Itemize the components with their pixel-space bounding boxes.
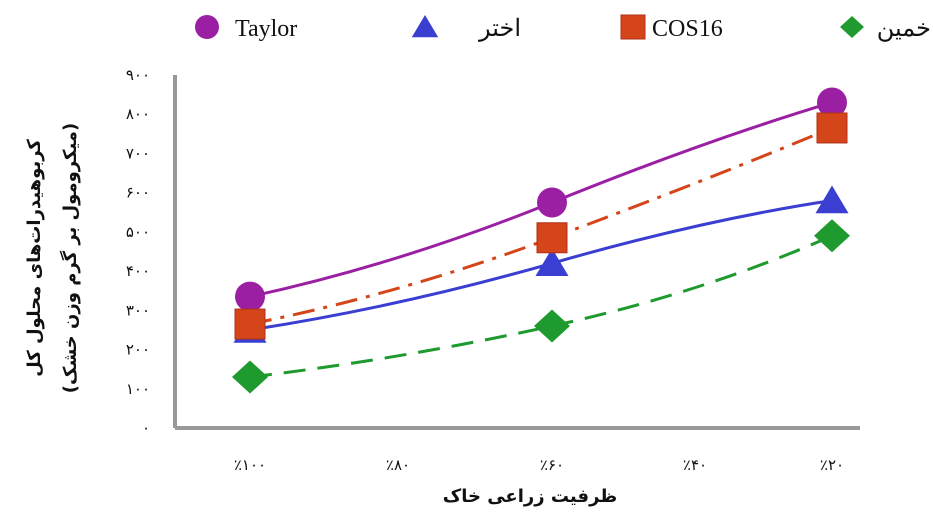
series-line	[249, 199, 833, 332]
legend-marker	[411, 15, 439, 38]
axes: ۰ ۱۰۰ ۲۰۰ ۳۰۰ ۴۰۰ ۵۰۰ ۶۰۰ ۷۰۰ ۸۰۰ ۹۰۰ ٪۱۰۰ ٪۸۰ ٪۶۰ ٪۴…	[126, 66, 860, 474]
x-tick-label: ٪۸۰	[386, 456, 410, 474]
series-group	[232, 87, 850, 394]
data-point	[234, 308, 266, 340]
x-tick-label: ٪۲۰	[820, 456, 844, 474]
legend-marker	[195, 15, 219, 39]
legend-label: Taylor	[235, 16, 297, 42]
data-point	[535, 248, 569, 277]
x-tick-label: ٪۱۰۰	[234, 456, 266, 474]
y-tick-label: ۳۰۰	[126, 301, 150, 319]
y-tick-label: ۵۰۰	[126, 223, 150, 241]
y-tick-label: ۸۰۰	[126, 105, 150, 123]
series-COS16	[234, 112, 848, 340]
data-point	[816, 112, 848, 144]
data-point	[534, 309, 570, 343]
y-tick-label: ۲۰۰	[126, 341, 150, 359]
series-line	[249, 234, 833, 379]
x-axis-label: ظرفیت زراعی خاک	[443, 486, 617, 507]
legend-marker	[840, 16, 864, 38]
x-tick-label: ٪۶۰	[540, 456, 564, 474]
y-tick-label: ۰	[142, 419, 150, 437]
y-tick-label: ۱۰۰	[126, 380, 150, 398]
legend-label: اختر	[478, 16, 521, 42]
data-point	[232, 360, 268, 394]
x-tick-label: ٪۴۰	[683, 456, 707, 474]
legend-label: COS16	[652, 16, 723, 42]
legend-label: خمین	[877, 16, 931, 42]
y-tick-label: ۹۰۰	[126, 66, 150, 84]
y-axis-label-line2: (میکرومول بر گرم وزن خشک)	[59, 123, 81, 393]
y-tick-label: ۴۰۰	[126, 262, 150, 280]
data-point	[537, 187, 567, 218]
data-point	[817, 87, 847, 118]
y-tick-label: ۶۰۰	[126, 184, 150, 202]
data-point	[815, 185, 849, 214]
data-point	[814, 219, 850, 253]
data-point	[235, 281, 265, 312]
y-tick-label: ۷۰۰	[126, 144, 150, 162]
data-point	[536, 222, 568, 254]
legend-marker	[620, 14, 646, 40]
y-axis-label-line1: کربوهیدرات‌های محلول کل	[24, 139, 45, 377]
series-خمین	[232, 219, 850, 394]
series-Taylor	[235, 87, 847, 312]
legend: Taylor اختر COS16 خمین	[195, 14, 931, 42]
